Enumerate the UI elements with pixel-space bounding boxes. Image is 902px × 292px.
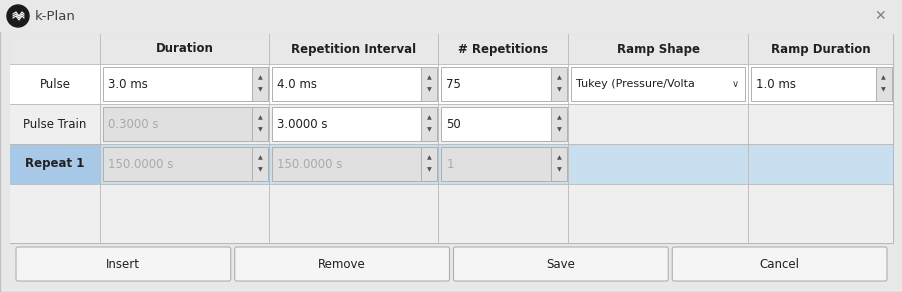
Bar — [875, 67, 891, 101]
Text: Repeat 1: Repeat 1 — [25, 157, 85, 171]
Bar — [441, 147, 550, 181]
Text: ▼: ▼ — [427, 127, 431, 132]
Text: 150.0000 s: 150.0000 s — [277, 157, 342, 171]
Text: ▲: ▲ — [427, 116, 431, 121]
FancyBboxPatch shape — [671, 247, 886, 281]
Text: ∨: ∨ — [731, 79, 738, 89]
Text: ▲: ▲ — [880, 76, 885, 81]
FancyBboxPatch shape — [235, 247, 449, 281]
Text: Insert: Insert — [106, 258, 140, 270]
Text: ▲: ▲ — [556, 156, 561, 161]
Bar — [550, 67, 566, 101]
Text: Save: Save — [546, 258, 575, 270]
Text: ▲: ▲ — [427, 76, 431, 81]
Text: ▼: ▼ — [427, 87, 431, 92]
Text: 150.0000 s: 150.0000 s — [108, 157, 173, 171]
Text: Pulse Train: Pulse Train — [23, 117, 87, 131]
Bar — [10, 144, 100, 184]
Text: ▲: ▲ — [427, 156, 431, 161]
Text: Duration: Duration — [155, 43, 213, 55]
Text: ▲: ▲ — [556, 76, 561, 81]
Bar — [272, 67, 421, 101]
Bar — [421, 147, 437, 181]
Text: ▼: ▼ — [556, 167, 561, 172]
Text: 1: 1 — [446, 157, 454, 171]
Text: ▲: ▲ — [556, 116, 561, 121]
Bar — [570, 67, 745, 101]
Bar — [103, 147, 252, 181]
Text: Repetition Interval: Repetition Interval — [290, 43, 416, 55]
Text: ▼: ▼ — [257, 167, 262, 172]
Text: k-Plan: k-Plan — [35, 10, 76, 22]
FancyBboxPatch shape — [453, 247, 667, 281]
Bar — [441, 67, 550, 101]
Bar — [10, 64, 892, 104]
Text: 75: 75 — [446, 77, 461, 91]
Bar — [272, 107, 421, 141]
Text: 50: 50 — [446, 117, 461, 131]
Bar — [252, 147, 268, 181]
Text: 3.0000 s: 3.0000 s — [277, 117, 327, 131]
Bar — [272, 147, 421, 181]
Bar — [103, 67, 252, 101]
Bar — [0, 0, 902, 32]
Text: ▲: ▲ — [257, 156, 262, 161]
Text: Ramp Duration: Ramp Duration — [770, 43, 870, 55]
Text: ▼: ▼ — [880, 87, 885, 92]
Circle shape — [7, 5, 29, 27]
Bar — [252, 67, 268, 101]
Bar — [10, 184, 892, 243]
FancyBboxPatch shape — [16, 247, 231, 281]
Text: 4.0 ms: 4.0 ms — [277, 77, 317, 91]
Text: ▼: ▼ — [427, 167, 431, 172]
Text: ▲: ▲ — [257, 76, 262, 81]
Text: Remove: Remove — [318, 258, 365, 270]
Bar — [550, 107, 566, 141]
Text: ✕: ✕ — [873, 9, 885, 23]
Text: ▼: ▼ — [556, 87, 561, 92]
Bar — [421, 107, 437, 141]
Bar — [10, 34, 892, 64]
Bar — [10, 34, 892, 243]
Bar — [252, 107, 268, 141]
Text: Cancel: Cancel — [759, 258, 799, 270]
Bar — [10, 104, 892, 144]
Bar — [750, 67, 875, 101]
Text: # Repetitions: # Repetitions — [457, 43, 548, 55]
Text: Tukey (Pressure/Volta: Tukey (Pressure/Volta — [575, 79, 695, 89]
Text: ▼: ▼ — [257, 87, 262, 92]
Bar — [103, 107, 252, 141]
Bar — [421, 67, 437, 101]
Text: ▼: ▼ — [556, 127, 561, 132]
Text: 3.0 ms: 3.0 ms — [108, 77, 148, 91]
Bar — [550, 147, 566, 181]
Bar — [441, 107, 550, 141]
Text: 0.3000 s: 0.3000 s — [108, 117, 159, 131]
Text: Ramp Shape: Ramp Shape — [616, 43, 699, 55]
Text: Pulse: Pulse — [40, 77, 70, 91]
Text: 1.0 ms: 1.0 ms — [756, 77, 796, 91]
Bar — [10, 144, 892, 184]
Text: ▲: ▲ — [257, 116, 262, 121]
Text: ▼: ▼ — [257, 127, 262, 132]
